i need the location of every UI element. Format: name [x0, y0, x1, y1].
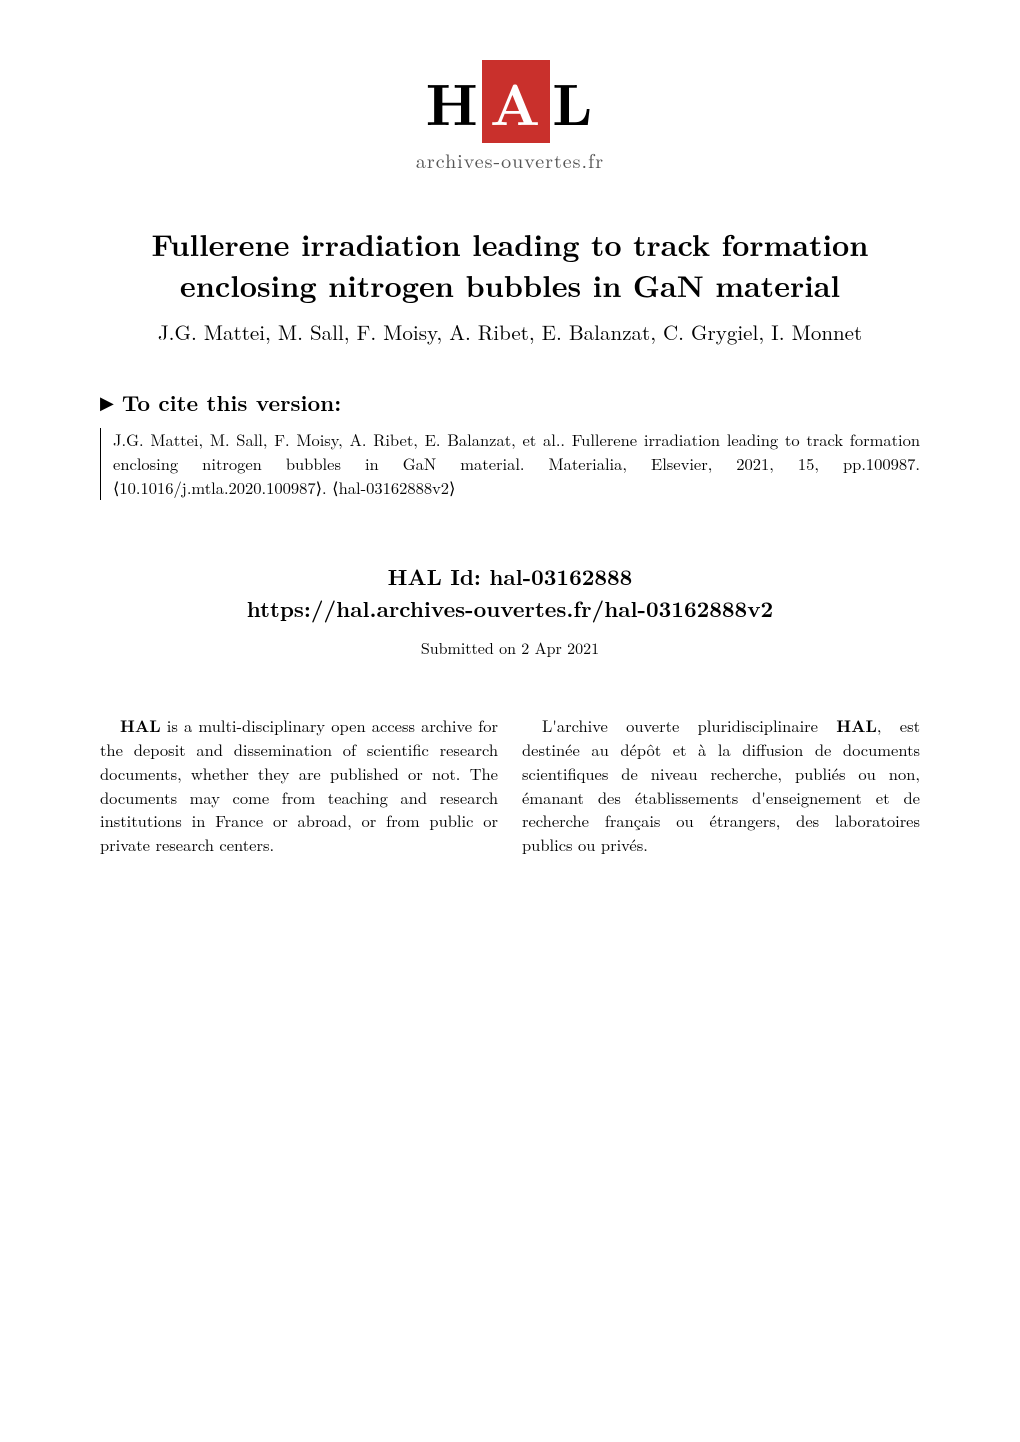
description-right-prefix: L'archive ouverte pluridisciplinaire — [542, 713, 836, 737]
logo-prefix: H — [426, 60, 480, 143]
description-section: HAL is a multi-disciplinary open access … — [0, 714, 1020, 858]
title-section: Fullerene irradiation leading to track f… — [0, 224, 1020, 305]
logo-highlighted: A — [482, 60, 550, 143]
hal-logo: HAL archives-ouvertes.fr — [416, 60, 604, 174]
hal-logo-text: HAL — [416, 60, 604, 143]
hal-logo-section: HAL archives-ouvertes.fr — [0, 0, 1020, 224]
authors: J.G. Mattei, M. Sall, F. Moisy, A. Ribet… — [0, 317, 1020, 347]
description-right-bold: HAL — [836, 713, 877, 737]
title-line-2: enclosing nitrogen bubbles in GaN materi… — [180, 263, 840, 306]
cite-header: ▶ To cite this version: — [100, 387, 920, 418]
hal-url[interactable]: https://hal.archives-ouvertes.fr/hal-031… — [0, 593, 1020, 624]
cite-section: ▶ To cite this version: J.G. Mattei, M. … — [0, 387, 1020, 500]
description-left-text: is a multi-disciplinary open access arch… — [100, 713, 498, 857]
description-left: HAL is a multi-disciplinary open access … — [100, 714, 498, 858]
logo-suffix: L — [552, 60, 594, 143]
submitted-date: Submitted on 2 Apr 2021 — [0, 636, 1020, 659]
cite-arrow-icon: ▶ — [100, 390, 114, 415]
hal-id-section: HAL Id: hal-03162888 https://hal.archive… — [0, 560, 1020, 659]
description-left-bold: HAL — [120, 713, 161, 737]
logo-subtitle: archives-ouvertes.fr — [416, 145, 604, 174]
cite-body: J.G. Mattei, M. Sall, F. Moisy, A. Ribet… — [100, 428, 920, 500]
description-right: L'archive ouverte pluridisciplinaire HAL… — [522, 714, 920, 858]
title-line-1: Fullerene irradiation leading to track f… — [152, 222, 869, 265]
cite-title: To cite this version: — [122, 387, 341, 418]
paper-title: Fullerene irradiation leading to track f… — [80, 224, 940, 305]
hal-id-label: HAL Id: hal-03162888 — [0, 560, 1020, 593]
